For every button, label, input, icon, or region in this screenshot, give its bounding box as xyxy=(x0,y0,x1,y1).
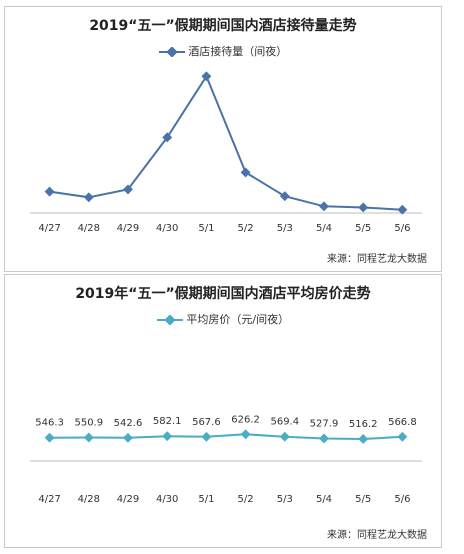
data-point-5-1 xyxy=(201,431,212,442)
hotel-volume-chart-panel: 2019“五一”假期期间国内酒店接待量走势 酒店接待量（间夜） 4/27 4/28… xyxy=(4,6,442,272)
x-tick-label: 4/30 xyxy=(156,223,178,234)
x-tick-label: 5/4 xyxy=(316,494,332,505)
legend-label: 平均房价（元/间夜） xyxy=(186,313,290,326)
data-point-4-30 xyxy=(162,132,173,143)
x-tick-label: 5/6 xyxy=(394,223,410,234)
data-label: 626.2 xyxy=(231,414,260,425)
data-point-5-5 xyxy=(358,434,369,444)
data-point-5-4 xyxy=(319,433,329,444)
chart-legend: 酒店接待量（间夜） xyxy=(5,43,441,59)
data-point-4-30 xyxy=(162,431,173,442)
line-chart-plot: 4/27 4/28 4/29 4/30 5/1 5/2 5/3 5/4 5/5 5/6 xyxy=(30,71,422,234)
data-label: 582.1 xyxy=(153,416,182,427)
data-label: 546.3 xyxy=(35,418,64,429)
x-tick-label: 5/2 xyxy=(238,223,254,234)
data-point-5-1 xyxy=(201,71,212,82)
data-label: 516.2 xyxy=(349,419,378,430)
chart-title: 2019年“五一”假期期间国内酒店平均房价走势 xyxy=(75,286,371,302)
series-line xyxy=(49,433,403,441)
data-point-5-2 xyxy=(240,429,251,440)
data-point-5-6 xyxy=(397,431,408,442)
x-tick-label: 4/29 xyxy=(117,223,139,234)
chart-legend: 平均房价（元/间夜） xyxy=(5,311,441,327)
data-label: 542.6 xyxy=(114,418,143,429)
x-tick-label: 5/1 xyxy=(198,223,214,234)
data-point-4-29 xyxy=(123,184,133,195)
x-tick-label: 5/2 xyxy=(238,494,254,505)
x-tick-label: 5/5 xyxy=(355,494,371,505)
source-note: 来源：同程艺龙大数据 xyxy=(327,254,427,265)
x-tick-label: 5/5 xyxy=(355,223,371,234)
data-label: 550.9 xyxy=(74,417,103,428)
x-tick-label: 4/29 xyxy=(117,494,139,505)
data-point-5-5 xyxy=(358,202,369,213)
data-point-4-28 xyxy=(83,192,94,203)
x-tick-label: 4/28 xyxy=(78,223,100,234)
data-label: 527.9 xyxy=(310,418,339,429)
x-tick-label: 4/27 xyxy=(38,494,60,505)
data-point-5-3 xyxy=(279,191,290,202)
data-point-5-6 xyxy=(397,204,408,215)
data-point-5-2 xyxy=(240,167,251,178)
data-point-5-3 xyxy=(279,431,290,442)
x-tick-label: 5/6 xyxy=(394,494,410,505)
x-tick-label: 4/27 xyxy=(38,223,60,234)
data-point-4-27 xyxy=(44,186,55,197)
data-point-4-27 xyxy=(44,432,55,443)
x-tick-label: 5/1 xyxy=(198,494,214,505)
source-note: 来源：同程艺龙大数据 xyxy=(327,530,427,541)
data-label: 569.4 xyxy=(270,417,299,428)
line-chart-plot: 546.3 550.9 542.6 582.1 567.6 626.2 569.4 527.9… xyxy=(30,414,422,505)
x-tick-label: 4/30 xyxy=(156,494,178,505)
legend-marker-icon xyxy=(158,47,185,57)
data-point-4-28 xyxy=(83,432,94,443)
room-price-chart-panel: 2019年“五一”假期期间国内酒店平均房价走势 平均房价（元/间夜） 546.3… xyxy=(4,274,442,548)
chart-title: 2019“五一”假期期间国内酒店接待量走势 xyxy=(89,18,357,34)
legend-marker-icon xyxy=(156,315,183,325)
x-tick-label: 4/28 xyxy=(78,494,100,505)
legend-label: 酒店接待量（间夜） xyxy=(188,45,288,58)
series-line xyxy=(49,74,403,211)
data-point-4-29 xyxy=(123,432,133,443)
data-point-5-4 xyxy=(319,201,329,212)
data-label: 566.8 xyxy=(388,417,417,428)
x-tick-label: 5/3 xyxy=(277,223,293,234)
data-label: 567.6 xyxy=(192,417,221,428)
x-tick-label: 5/3 xyxy=(277,494,293,505)
x-tick-label: 5/4 xyxy=(316,223,332,234)
